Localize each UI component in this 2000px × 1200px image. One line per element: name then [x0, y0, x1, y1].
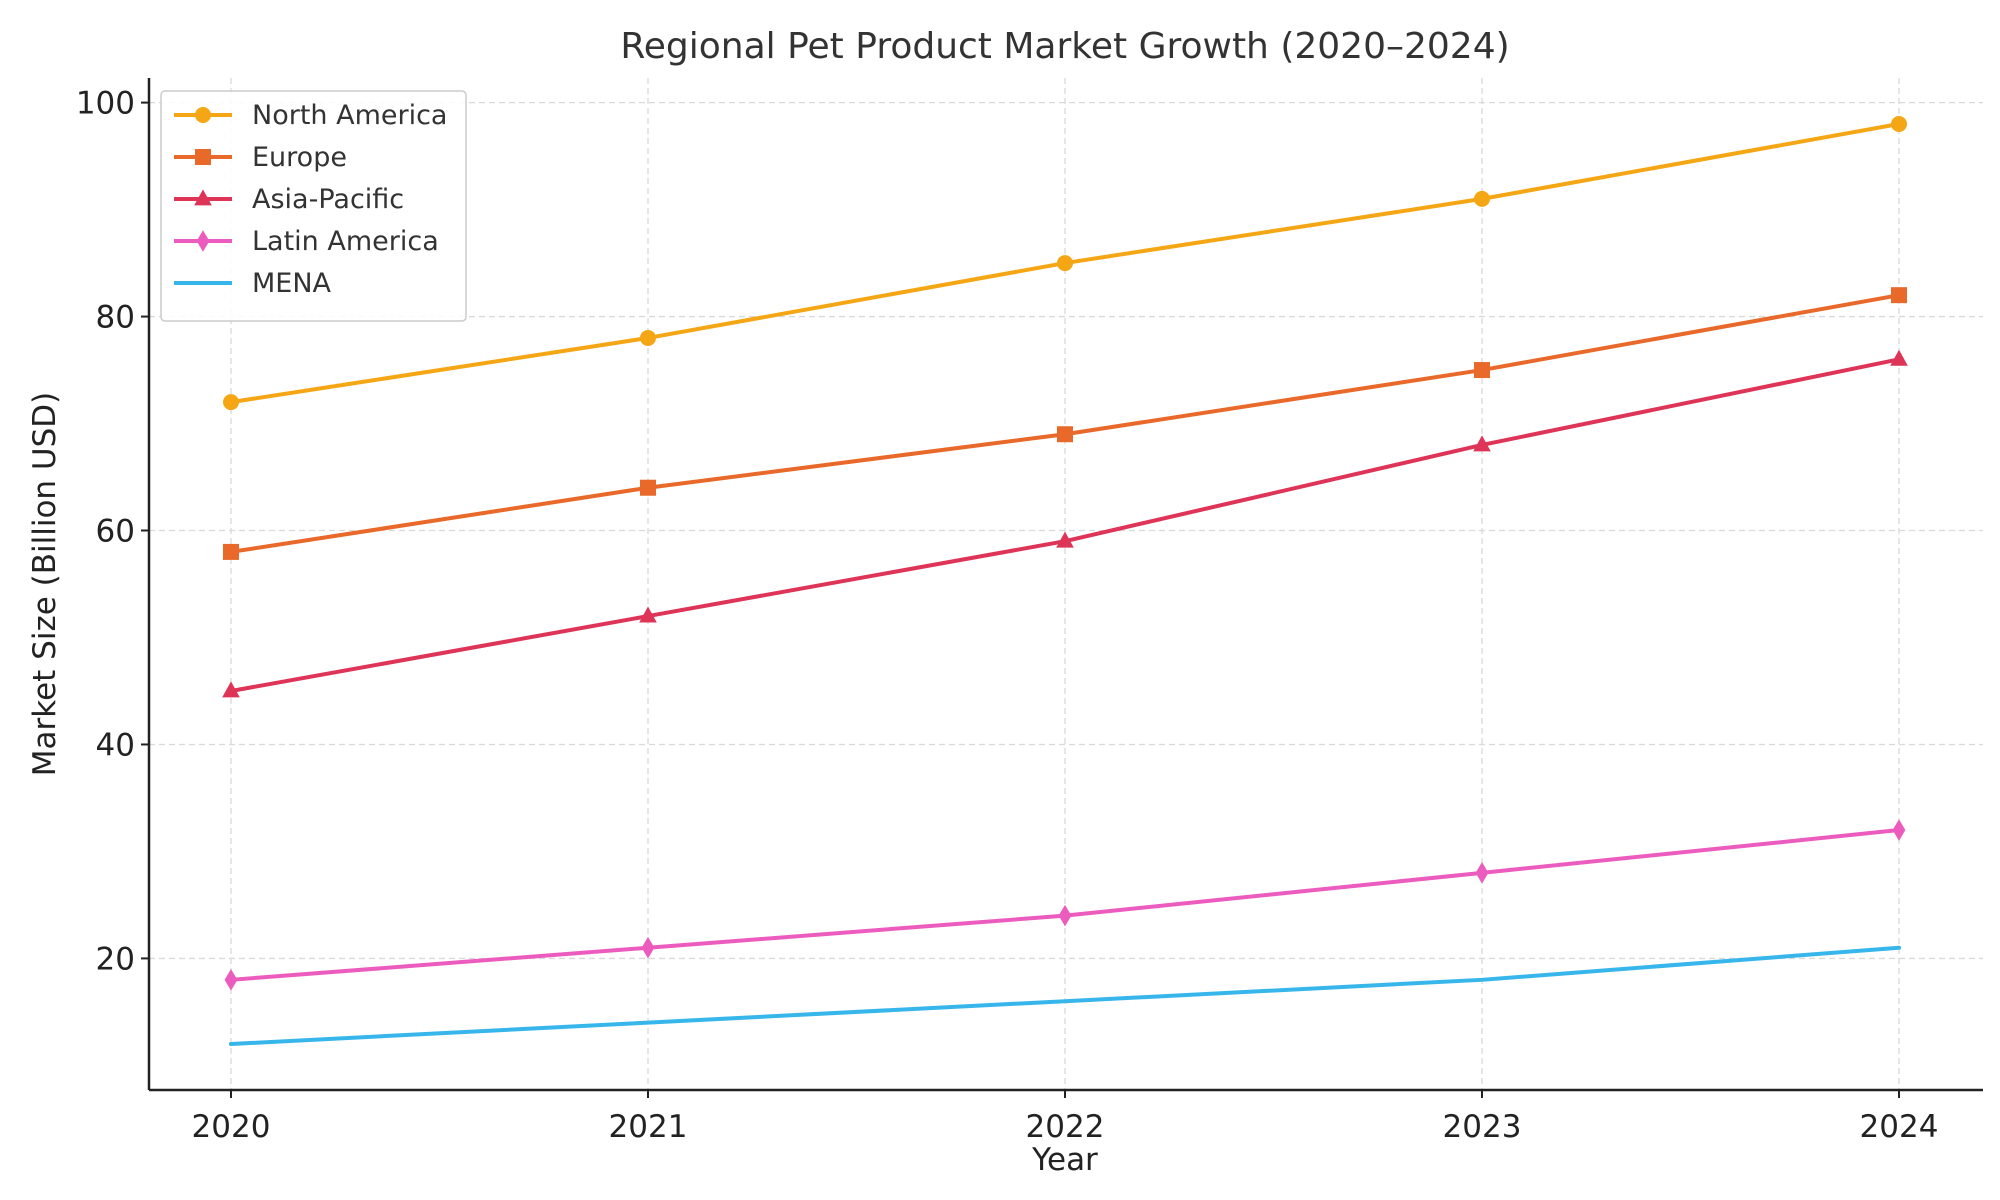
y-axis-label: Market Size (Billion USD)	[27, 392, 63, 777]
legend-label: Europe	[252, 142, 347, 173]
x-tick-label: 2020	[192, 1109, 271, 1145]
y-tick-label: 60	[96, 514, 135, 550]
legend-marker	[195, 107, 211, 123]
data-point-asia-pacific	[1890, 349, 1908, 366]
data-point-latin-america	[224, 969, 238, 991]
data-point-europe	[1057, 426, 1073, 443]
legend-item-mena: MENA	[174, 268, 332, 299]
data-point-europe	[223, 543, 239, 560]
series-latin-america	[224, 819, 1906, 991]
x-tick-label: 2024	[1860, 1109, 1939, 1145]
legend-item-latin-america: Latin America	[174, 226, 439, 257]
data-point-north-america	[1474, 190, 1490, 207]
series-north-america	[223, 116, 1907, 411]
data-point-latin-america	[1475, 862, 1489, 884]
data-point-asia-pacific	[1056, 531, 1074, 548]
legend-label: North America	[252, 100, 447, 131]
series-mena	[229, 945, 1901, 1046]
y-tick-label: 40	[96, 727, 135, 763]
data-point-europe	[1891, 287, 1907, 304]
legend-marker	[195, 149, 211, 165]
y-tick-label: 100	[76, 86, 135, 122]
legend-label: Latin America	[252, 226, 439, 257]
legend-item-europe: Europe	[174, 142, 347, 173]
y-tick-label: 20	[96, 941, 135, 977]
legend-item-north-america: North America	[174, 100, 447, 131]
series-europe	[223, 287, 1907, 560]
data-point-north-america	[223, 394, 239, 411]
data-point-latin-america	[1892, 819, 1906, 841]
data-point-north-america	[640, 329, 656, 346]
x-tick-label: 2023	[1443, 1109, 1522, 1145]
legend-marker	[194, 189, 212, 206]
legend-label: Asia-Pacific	[252, 184, 404, 215]
data-point-latin-america	[1058, 904, 1072, 927]
x-tick-label: 2021	[609, 1109, 688, 1145]
legend-item-asia-pacific: Asia-Pacific	[174, 184, 404, 215]
data-point-north-america	[1057, 255, 1073, 272]
x-axis-label: Year	[1031, 1142, 1098, 1178]
ticks: 2020 2021 2022 2023 2024 20 40 60 80 100	[76, 86, 1939, 1145]
data-point-asia-pacific	[639, 606, 657, 623]
data-point-europe	[1474, 362, 1490, 379]
legend-marker	[196, 230, 210, 252]
data-point-asia-pacific	[1473, 435, 1491, 452]
data-point-latin-america	[641, 936, 655, 959]
series	[222, 116, 1908, 1046]
series-line-mena	[229, 945, 1901, 1046]
x-tick-label: 2022	[1026, 1109, 1105, 1145]
y-tick-label: 80	[96, 300, 135, 336]
data-point-north-america	[1891, 116, 1907, 132]
series-asia-pacific	[222, 349, 1908, 698]
legend-label: MENA	[252, 268, 332, 299]
data-point-europe	[640, 479, 656, 496]
data-point-asia-pacific	[222, 681, 240, 698]
legend-box	[160, 90, 467, 322]
chart-title: Regional Pet Product Market Growth (2020…	[620, 26, 1509, 67]
legend: North America Europe Asia-Pacific Latin Ame…	[160, 90, 467, 322]
